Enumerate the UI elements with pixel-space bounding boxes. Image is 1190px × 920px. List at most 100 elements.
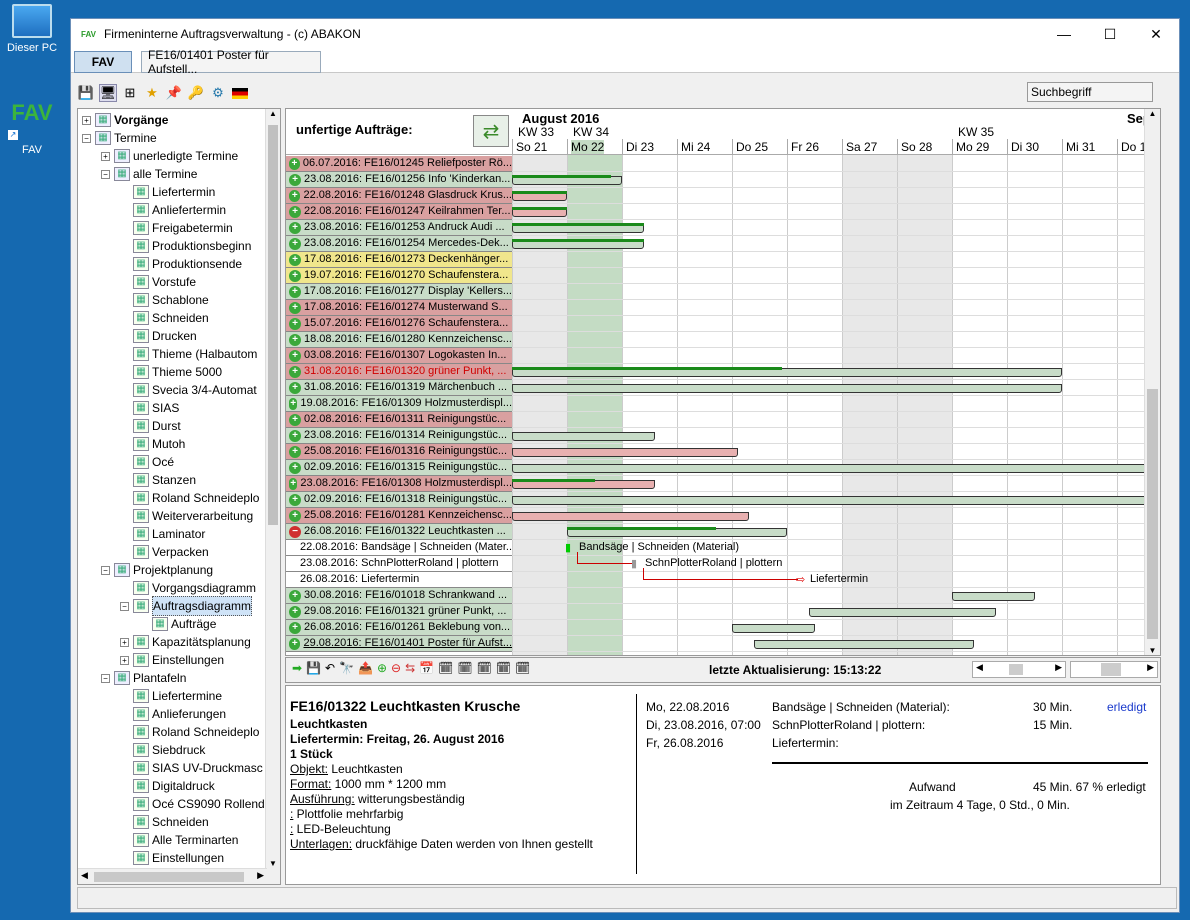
status-link[interactable]: erledigt [1107,700,1147,714]
view-m-icon[interactable]: 🗓 [457,661,473,675]
order-row[interactable]: +17.08.2016: FE16/01274 Musterwand S... [286,300,512,316]
scroll-left-icon[interactable]: ◀ [976,662,983,672]
tree-item[interactable]: ▦ Produktionsende [120,255,242,273]
tree-item[interactable]: ▦ Freigabetermin [120,219,233,237]
tree-item[interactable]: ▦ Durst [120,417,181,435]
order-row[interactable]: +19.08.2016: FE16/01309 Holzmusterdispl.… [286,396,512,412]
expand-toggle-icon[interactable]: + [120,655,129,665]
subtask-row[interactable]: 23.08.2016: SchnPlotterRoland | plottern [286,556,512,572]
expand-icon[interactable]: + [289,589,301,602]
scroll-right-icon[interactable]: ▶ [1055,662,1062,672]
timeline-scroll-small[interactable]: ◀ ▶ [972,661,1066,678]
gantt-bar[interactable] [809,608,996,617]
tree-item[interactable]: ▦ Roland Schneideplo [120,489,259,507]
expand-icon[interactable]: + [289,637,301,650]
tree-item[interactable]: − ▦ Auftragsdiagramm [120,596,253,616]
order-row[interactable]: +02.08.2016: FE16/01311 Reinigungstüc... [286,412,512,428]
save-icon[interactable]: 💾 [77,85,95,100]
expand-icon[interactable]: + [289,477,298,490]
gantt-bar[interactable] [952,592,1035,601]
expand-icon[interactable]: + [289,253,301,266]
order-row[interactable]: −26.08.2016: FE16/01322 Leuchtkasten ... [286,524,512,540]
expand-icon[interactable]: + [289,413,301,426]
save-icon[interactable]: 💾 [306,661,322,675]
tree-item[interactable]: ▦ Thieme 5000 [120,363,222,381]
view-t-icon[interactable]: 🗓 [495,661,512,675]
gantt-bar[interactable] [512,512,749,521]
order-row[interactable]: +18.08.2016: FE16/01280 Kennzeichensc... [286,332,512,348]
order-row[interactable]: +03.08.2016: FE16/01307 Logokasten In... [286,348,512,364]
swap-icon[interactable]: ⇆ [405,661,416,675]
order-row[interactable]: +23.08.2016: FE16/01256 Info 'Kinderkan.… [286,172,512,188]
search-input[interactable]: Suchbegriff [1027,82,1153,102]
subtask-row[interactable]: 22.08.2016: Bandsäge | Schneiden (Mater.… [286,540,512,556]
tree-item[interactable]: ▦ Svecia 3/4-Automat [120,381,257,399]
order-row[interactable]: +31.08.2016: FE16/01320 grüner Punkt, ..… [286,364,512,380]
expand-toggle-icon[interactable]: + [82,115,91,125]
tree-item[interactable]: ▦ Alle Terminarten [120,831,238,849]
binoculars-icon[interactable]: 🔭 [339,661,355,675]
tree-item[interactable]: ▦ Vorstufe [120,273,196,291]
tree-item[interactable]: − ▦ Termine [82,129,157,147]
tree-icon[interactable]: ⊞ [124,85,136,100]
order-row[interactable]: +29.08.2016: FE16/01401 Poster für Aufst… [286,636,512,652]
tab-fav[interactable]: FAV [74,51,132,73]
tree-item[interactable]: ▦ Roland Schneideplo [120,723,259,741]
title-bar[interactable]: FAV Firmeninterne Auftragsverwaltung - (… [71,19,1179,49]
order-row[interactable]: +22.08.2016: FE16/01248 Glasdruck Krus..… [286,188,512,204]
order-row[interactable]: +26.08.2016: FE16/01261 Beklebung von... [286,620,512,636]
expand-toggle-icon[interactable]: + [101,151,110,161]
order-row[interactable]: +25.08.2016: FE16/01281 Kennzeichensc... [286,508,512,524]
gantt-vscroll[interactable]: ▲ ▼ [1144,109,1160,655]
gantt-bar[interactable] [512,464,1160,473]
expand-icon[interactable]: + [289,493,301,506]
scroll-right-icon[interactable]: ▶ [257,870,264,880]
timeline-scroll[interactable]: ▶ [1070,661,1158,678]
pin-icon[interactable]: 📌 [165,85,183,100]
order-row[interactable]: +06.07.2016: FE16/01245 Reliefposter Rö.… [286,156,512,172]
tree-item[interactable]: ▦ Siebdruck [120,741,205,759]
view-v-icon[interactable]: 🗓 [438,661,454,675]
key-icon[interactable]: 🔑 [187,85,205,100]
tree-item[interactable]: ▦ Schablone [120,291,209,309]
expand-icon[interactable]: + [289,269,301,282]
tree-item[interactable]: + ▦ Einstellungen [120,651,224,669]
expand-icon[interactable]: + [289,333,301,346]
order-row[interactable]: +29.08.2016: FE16/01321 grüner Punkt, ..… [286,604,512,620]
network-icon[interactable]: ⚙ [212,85,224,100]
order-row[interactable]: +30.08.2016: FE16/01018 Schrankwand ... [286,588,512,604]
tree-item[interactable]: − ▦ Projektplanung [101,561,213,579]
expand-icon[interactable]: + [289,621,301,634]
forward-icon[interactable]: ➡ [292,661,303,675]
scroll-down-icon[interactable]: ▼ [269,859,277,868]
tree-item[interactable]: ▦ SIAS [120,399,179,417]
undo-icon[interactable]: ↶ [325,661,336,675]
tree-item[interactable]: ▦ Aufträge [139,615,216,633]
order-row[interactable]: +25.08.2016: FE16/01316 Reinigungstüc... [286,444,512,460]
close-button[interactable]: ✕ [1150,25,1162,42]
expand-icon[interactable]: + [289,205,301,218]
desktop-icon-this-pc[interactable]: Dieser PC [0,4,64,54]
order-row[interactable]: +31.08.2016: FE16/01319 Märchenbuch ... [286,380,512,396]
tree-item[interactable]: ▦ Digitaldruck [120,777,215,795]
tree-item[interactable]: + ▦ Vorgänge [82,111,168,129]
expand-toggle-icon[interactable]: − [82,133,91,143]
order-row[interactable]: +23.08.2016: FE16/01314 Reinigungstüc... [286,428,512,444]
tree-item[interactable]: ▦ Schneiden [120,813,209,831]
collapse-icon[interactable]: − [289,525,301,538]
scroll-left-icon[interactable]: ◀ [81,870,88,880]
order-row[interactable]: +15.07.2016: FE16/01276 Schaufenstera... [286,316,512,332]
expand-toggle-icon[interactable]: − [101,169,110,179]
tree-item[interactable]: ▦ Vorgangsdiagramm [120,579,256,597]
expand-icon[interactable]: + [289,285,301,298]
expand-icon[interactable]: + [289,349,301,362]
hscroll-thumb[interactable] [1101,663,1121,676]
gantt-bar[interactable] [512,496,1160,505]
minimize-button[interactable]: — [1057,26,1071,42]
tree-item[interactable]: ▦ Océ [120,453,174,471]
tree-item[interactable]: ▦ Liefertermine [120,687,222,705]
tree-item[interactable]: ▦ Anlieferungen [120,705,226,723]
expand-icon[interactable]: + [289,221,301,234]
scroll-up-icon[interactable]: ▲ [1148,109,1157,118]
view-w-icon[interactable]: 🗓 [476,661,492,675]
